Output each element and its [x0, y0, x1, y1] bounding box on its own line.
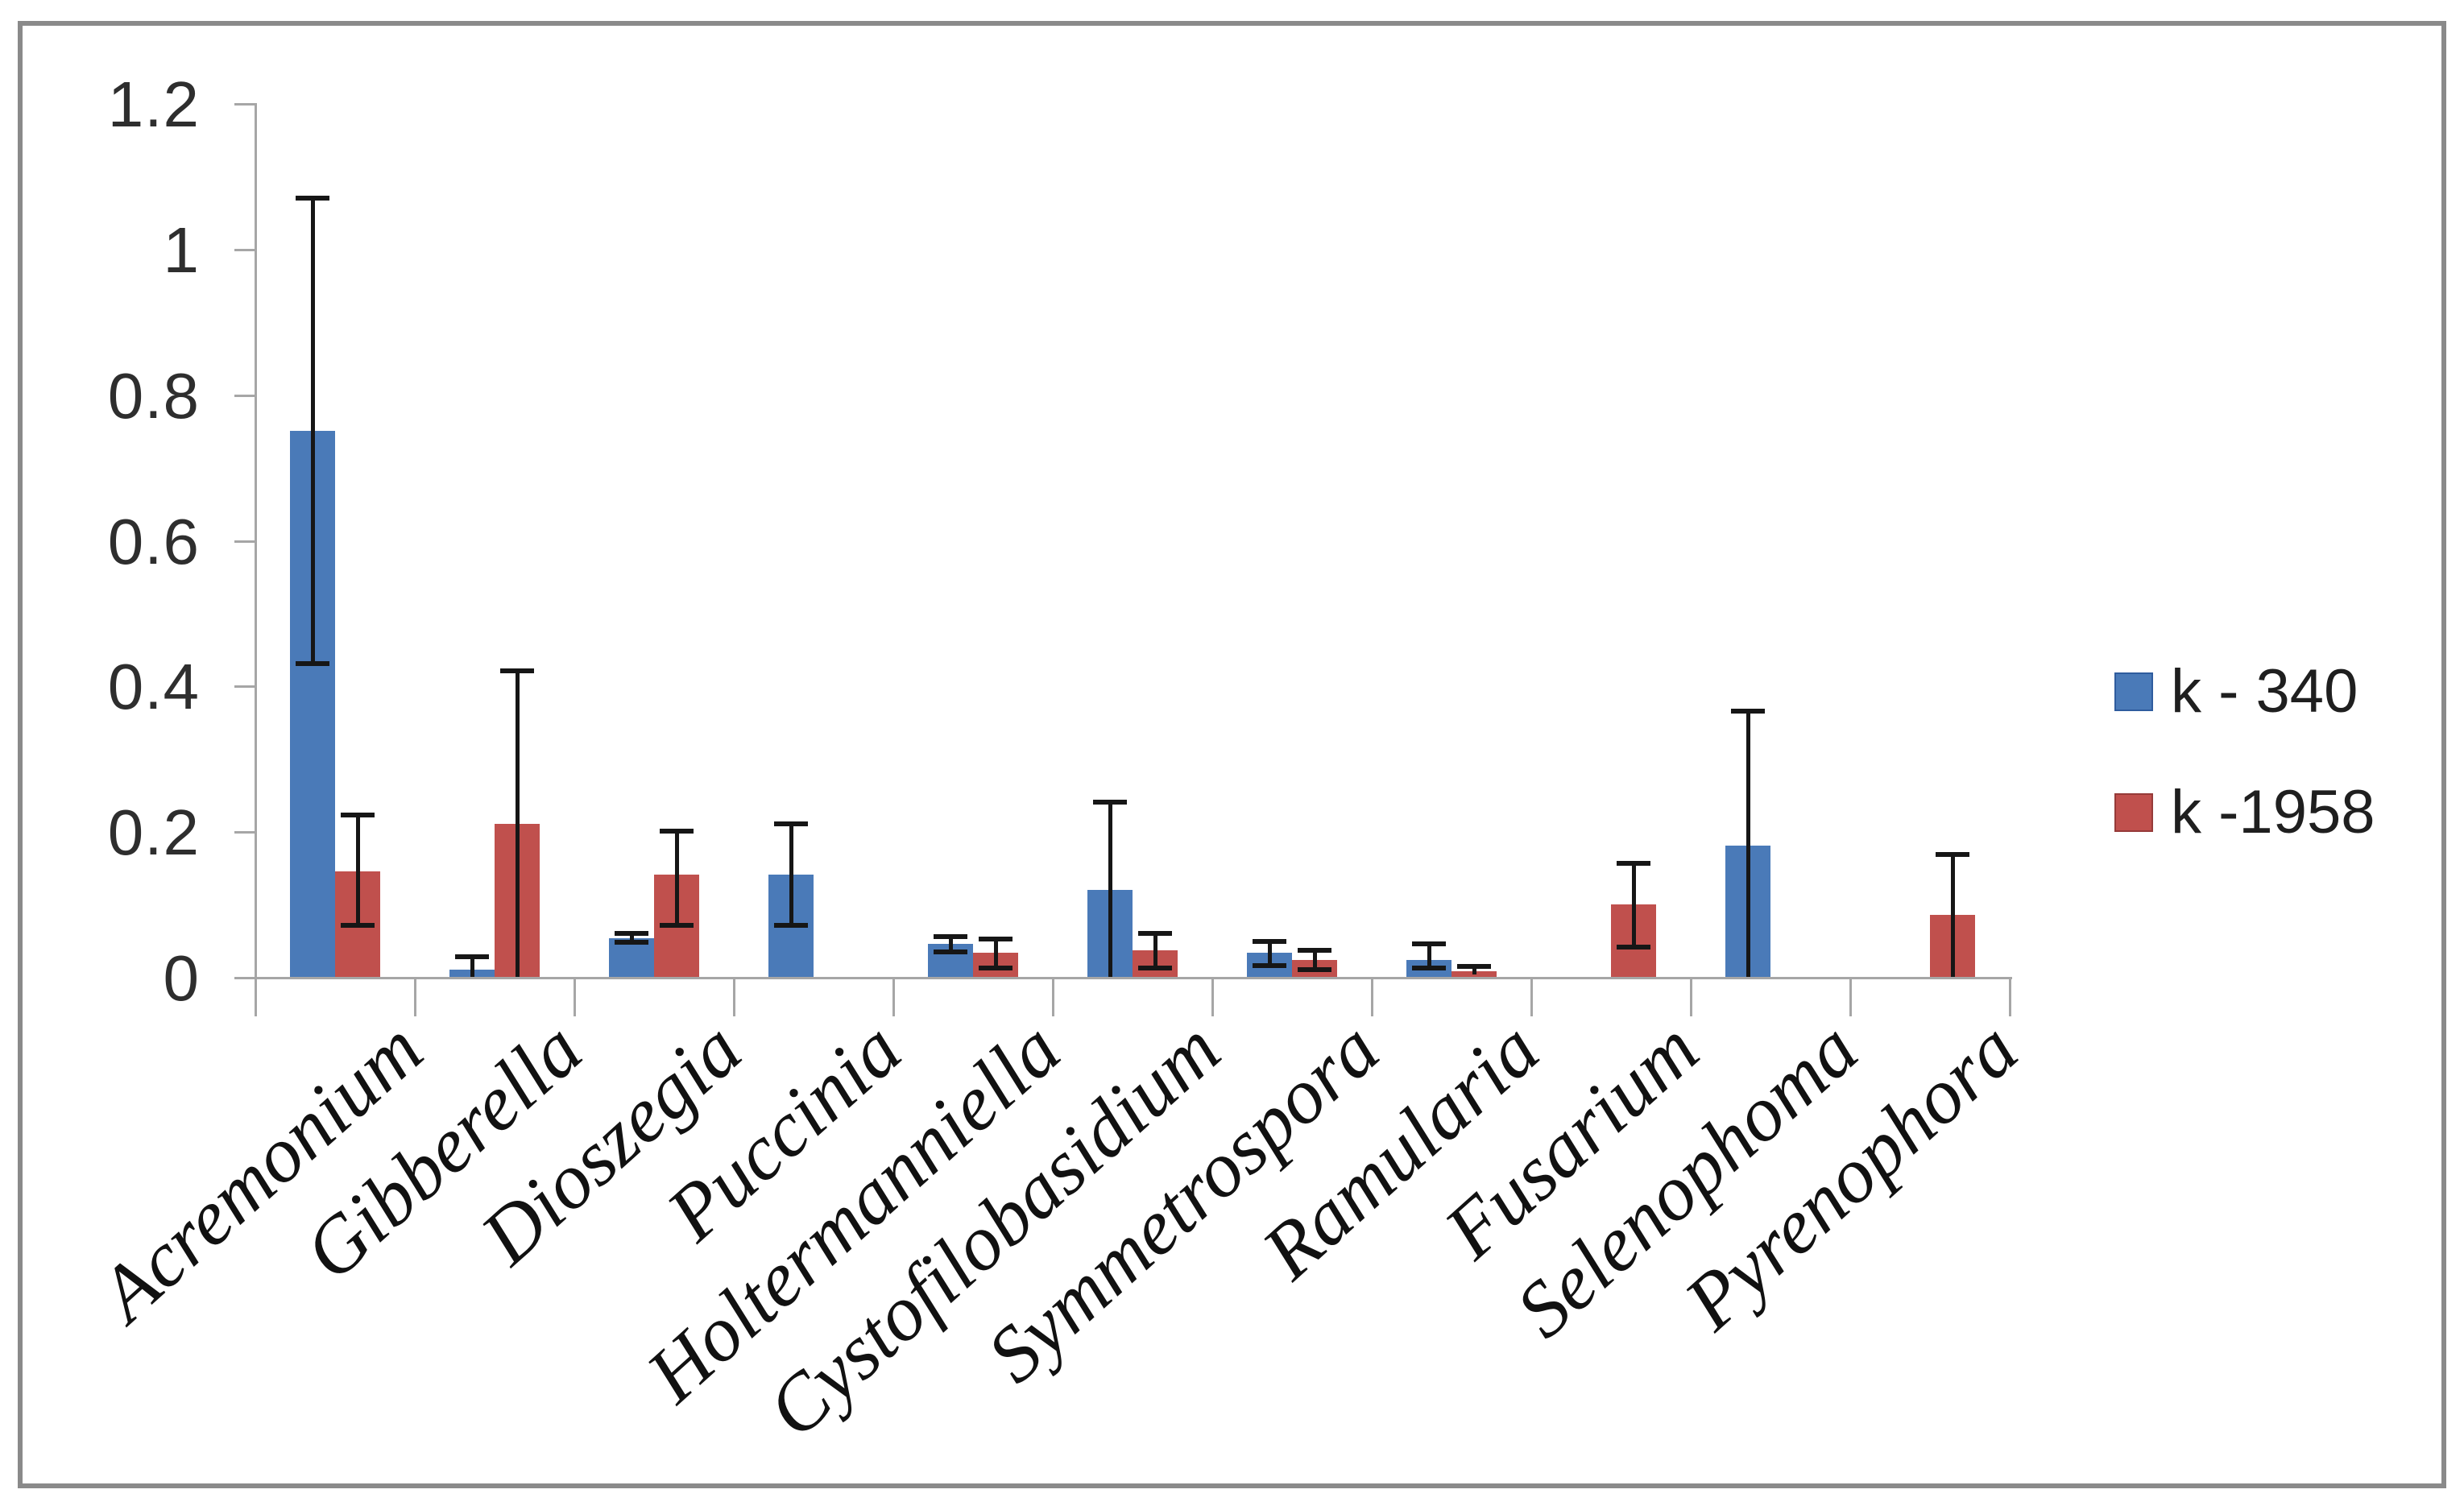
y-axis-line [255, 103, 257, 979]
x-axis-tick [1052, 979, 1054, 1016]
y-axis-tick-label: 0.8 [107, 359, 200, 432]
error-bar-cap-top [500, 668, 534, 674]
error-bar-cap-top [1093, 800, 1127, 805]
legend-swatch-red [2114, 793, 2153, 832]
y-axis-tick-label: 1.2 [107, 68, 200, 141]
x-axis-tick [1849, 979, 1852, 1016]
error-bar-line [1267, 941, 1272, 966]
error-bar-cap-top [1298, 948, 1331, 954]
error-bar-line [1746, 711, 1750, 977]
legend: k - 340 k -1958 [2114, 657, 2375, 904]
y-axis-tick [234, 831, 255, 834]
error-bar-line [1427, 944, 1431, 969]
error-bar-line [355, 815, 360, 925]
error-bar-cap-top [296, 195, 329, 201]
error-bar-line [1108, 802, 1112, 977]
x-axis-tick [574, 979, 576, 1016]
error-bar-cap-bottom [341, 922, 375, 928]
error-bar-line [993, 938, 998, 969]
legend-item-k-1958: k -1958 [2114, 778, 2375, 846]
error-bar-cap-bottom [934, 950, 967, 955]
error-bar-cap-bottom [1412, 966, 1446, 971]
x-axis-tick [733, 979, 735, 1016]
error-bar-line [470, 956, 474, 977]
error-bar-line [1153, 933, 1157, 969]
x-axis-tick [892, 979, 895, 1016]
y-axis-tick [234, 394, 255, 397]
error-bar-cap-top [774, 821, 808, 827]
y-axis-tick-label: 0 [163, 942, 200, 1014]
y-axis-tick [234, 540, 255, 543]
legend-label-k-1958: k -1958 [2171, 778, 2375, 846]
error-bar-cap-top [341, 813, 375, 818]
error-bar-cap-bottom [1138, 966, 1172, 971]
error-bar-cap-top [1457, 964, 1491, 970]
legend-label-k-340: k - 340 [2171, 657, 2358, 726]
y-axis-tick-label: 0.2 [107, 796, 200, 869]
error-bar-cap-top [1253, 938, 1286, 944]
error-bar-cap-top [1731, 709, 1765, 714]
error-bar-cap-bottom [615, 939, 648, 945]
y-axis-tick-label: 0.6 [107, 505, 200, 577]
error-bar-cap-top [934, 934, 967, 940]
error-bar-cap-top [979, 936, 1013, 941]
y-axis-tick [234, 977, 255, 979]
error-bar-cap-top [1412, 941, 1446, 947]
x-axis-line [255, 977, 2012, 979]
error-bar-line [674, 831, 679, 925]
error-bar-cap-bottom [1617, 944, 1650, 950]
error-bar-cap-bottom [1253, 962, 1286, 968]
error-bar-cap-bottom [660, 922, 694, 928]
error-bar-line [1312, 950, 1317, 970]
error-bar-line [789, 824, 793, 925]
error-bar-line [1950, 854, 1955, 977]
error-bar-line [629, 933, 634, 942]
y-axis-tick-label: 1 [163, 214, 200, 286]
error-bar-line [1631, 863, 1636, 947]
error-bar-line [1472, 966, 1476, 975]
y-axis-tick [234, 103, 255, 106]
error-bar-line [948, 937, 953, 953]
error-bar-cap-bottom [774, 922, 808, 928]
x-axis-tick [1371, 979, 1373, 1016]
x-axis-tick [1530, 979, 1533, 1016]
error-bar-cap-bottom [296, 661, 329, 667]
y-axis-tick [234, 685, 255, 689]
x-axis-tick [1211, 979, 1214, 1016]
error-bar-cap-bottom [979, 966, 1013, 971]
error-bar-cap-bottom [1298, 966, 1331, 972]
x-axis-tick [255, 979, 257, 1016]
error-bar-line [515, 671, 520, 977]
x-axis-tick [1690, 979, 1692, 1016]
error-bar-cap-top [660, 829, 694, 834]
y-axis-tick-label: 0.4 [107, 651, 200, 723]
error-bar-cap-top [1936, 852, 1969, 858]
bar-k-340-Dioszegia [609, 938, 654, 977]
legend-item-k-340: k - 340 [2114, 657, 2375, 726]
x-axis-tick [2009, 979, 2011, 1016]
error-bar-cap-top [455, 954, 489, 959]
error-bar-cap-top [1617, 860, 1650, 866]
error-bar-cap-top [1138, 930, 1172, 936]
error-bar-line [310, 197, 315, 664]
error-bar-cap-top [615, 930, 648, 936]
y-axis-tick [234, 249, 255, 251]
legend-swatch-blue [2114, 672, 2153, 711]
chart-frame [18, 21, 2446, 1488]
x-axis-tick [414, 979, 416, 1016]
